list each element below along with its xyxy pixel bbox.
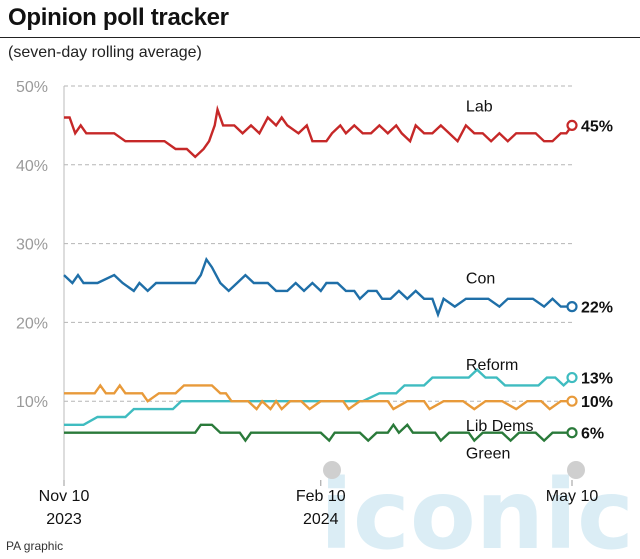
chart-subtitle: (seven-day rolling average): [8, 44, 202, 61]
reform-end-value: 13%: [581, 371, 613, 388]
reform-line: [64, 368, 573, 426]
reform-series-label: Reform: [466, 357, 518, 374]
series-labels: 45% Lab 22% Con 13% Reform 10% Lib Dems 6% Green: [466, 99, 613, 463]
title-divider: [0, 37, 640, 38]
green-end-value: 6%: [581, 426, 604, 443]
lib-dems-end-marker: [566, 395, 578, 407]
watermark-dot: [567, 461, 585, 479]
y-tick-label: 50%: [16, 79, 48, 96]
x-axis: Nov 10 2023 Feb 10 2024 May 10: [39, 480, 599, 528]
y-tick-label: 20%: [16, 315, 48, 332]
watermark-text: iconic: [320, 459, 634, 559]
x-tick-label: Nov 10: [39, 488, 90, 505]
y-axis: 10% 20% 30% 40% 50%: [16, 79, 48, 411]
lib-dems-line: [64, 383, 572, 411]
x-tick-label: Feb 10: [296, 488, 346, 505]
watermark: iconic: [320, 459, 634, 559]
x-tick-label: May 10: [546, 488, 599, 505]
x-tick-year: 2023: [46, 511, 82, 528]
lab-line: [64, 104, 573, 159]
lib-dems-series-label: Lib Dems: [466, 418, 534, 435]
y-tick-label: 10%: [16, 394, 48, 411]
credit-footer: PA graphic: [6, 539, 64, 553]
lab-series-label: Lab: [466, 99, 493, 116]
green-line: [64, 422, 572, 443]
con-line: [63, 256, 572, 319]
series-lines: [63, 104, 578, 443]
con-series-label: Con: [466, 270, 495, 287]
chart-title: Opinion poll tracker: [8, 4, 229, 31]
lab-end-value: 45%: [581, 118, 613, 135]
reform-end-marker: [566, 371, 578, 384]
lib-dems-end-value: 10%: [581, 394, 613, 411]
y-tick-label: 30%: [16, 237, 48, 254]
y-tick-label: 40%: [16, 158, 48, 175]
con-end-marker: [566, 301, 578, 313]
x-tick-year: 2024: [303, 511, 339, 528]
green-series-label: Green: [466, 445, 510, 462]
watermark-dot: [323, 461, 341, 479]
con-end-value: 22%: [581, 300, 613, 317]
lab-end-marker: [566, 119, 578, 132]
green-end-marker: [566, 427, 578, 439]
